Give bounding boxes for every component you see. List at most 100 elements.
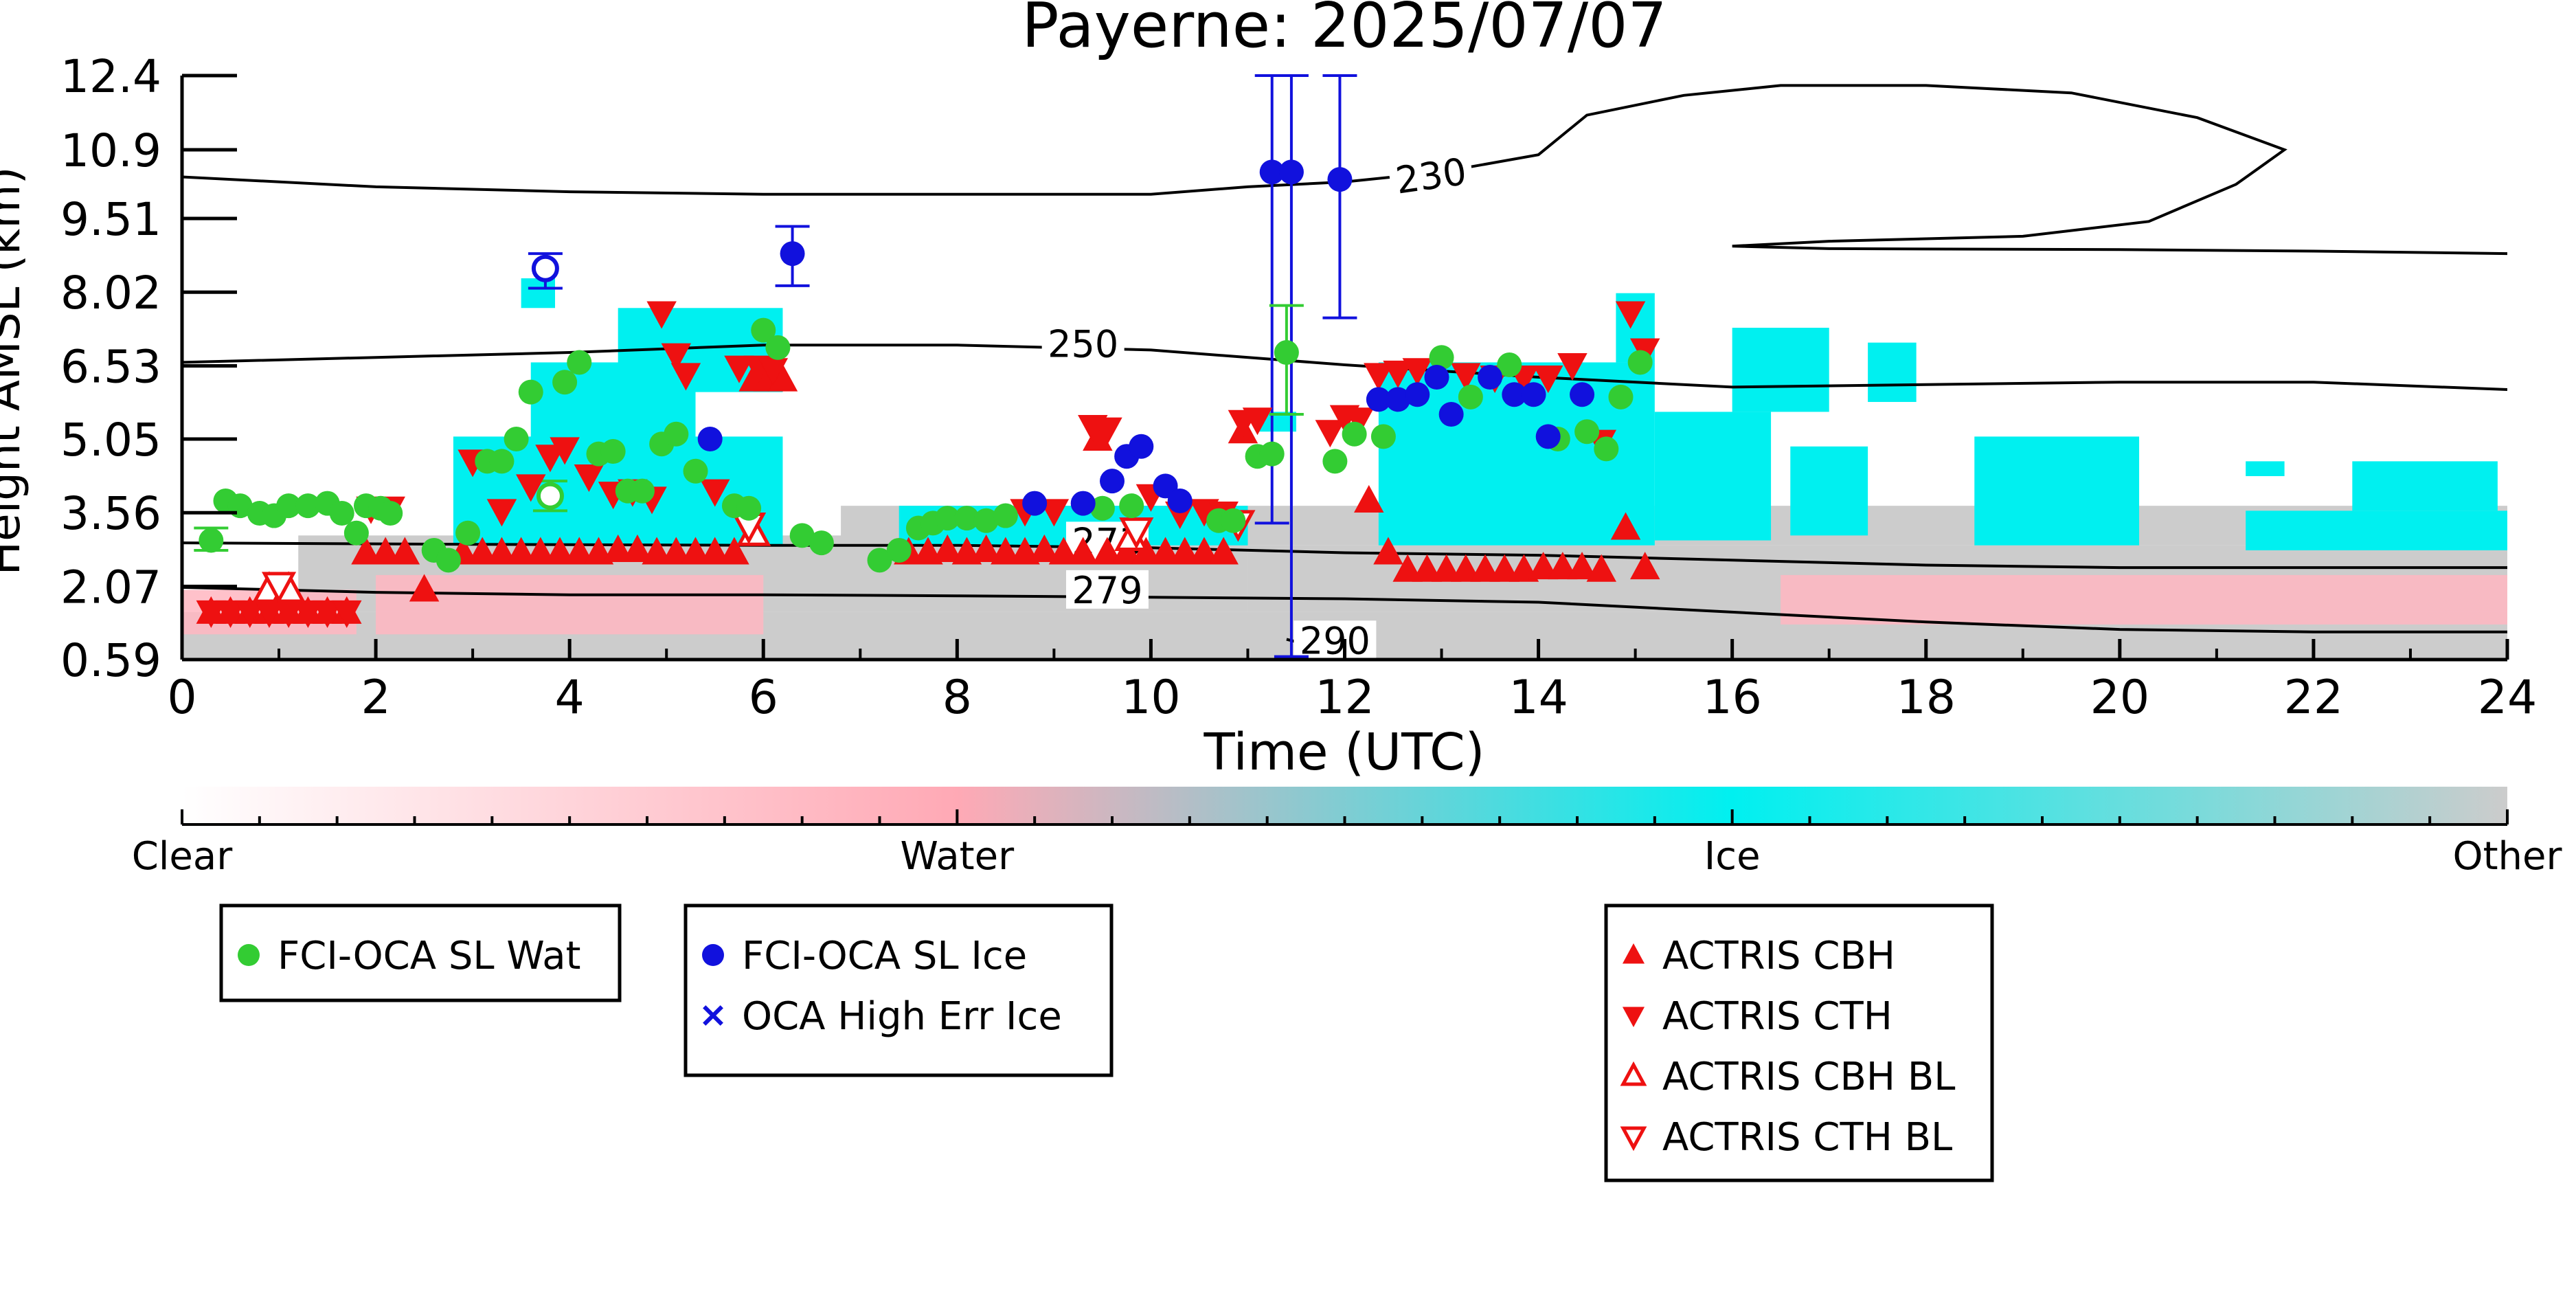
marker-fci-oca-sl-ice bbox=[1259, 159, 1285, 185]
legend-label-fci-oca-sl-ice: FCI-OCA SL Ice bbox=[742, 934, 1027, 978]
legend-marker-actris-cbh bbox=[1622, 943, 1645, 964]
marker-actris-cbh bbox=[642, 537, 672, 565]
marker-fci-oca-sl-wat bbox=[751, 317, 776, 343]
x-tick-label: 14 bbox=[1509, 671, 1568, 725]
marker-actris-cbh bbox=[622, 534, 653, 562]
marker-actris-cth bbox=[1615, 301, 1646, 329]
y-tick-label: 12.4 bbox=[60, 50, 161, 103]
marker-fci-oca-sl-ice bbox=[1405, 382, 1430, 407]
legend-marker-oca-high-err-ice bbox=[703, 1005, 723, 1026]
marker-fci-oca-sl-wat bbox=[629, 478, 655, 504]
marker-actris-cth bbox=[1092, 417, 1122, 445]
marker-actris-cbh bbox=[1354, 484, 1384, 513]
x-tick-label: 0 bbox=[167, 671, 196, 725]
marker-actris-cth bbox=[1557, 353, 1588, 381]
marker-fci-oca-sl-wat bbox=[1594, 436, 1619, 462]
marker-actris-cbh bbox=[602, 534, 633, 562]
marker-fci-oca-sl-wat bbox=[683, 458, 708, 484]
contour-label-bg bbox=[1387, 150, 1475, 200]
marker-actris-cbh bbox=[1567, 552, 1597, 580]
contour-label-bg bbox=[1293, 620, 1377, 660]
legends: FCI-OCA SL Wat FCI-OCA SL Ice OCA High Err… bbox=[219, 903, 1994, 1182]
marker-fci-oca-sl-wat bbox=[1119, 493, 1144, 519]
legend-frame bbox=[1604, 903, 1994, 1182]
marker-fci-oca-sl-wat bbox=[1322, 449, 1348, 474]
marker-actris-cth bbox=[661, 343, 692, 371]
legend-marker-actris-cth bbox=[1622, 1007, 1645, 1028]
marker-actris-cth bbox=[670, 363, 701, 391]
marker-actris-cth bbox=[293, 600, 324, 628]
marker-actris-cbh bbox=[1150, 537, 1181, 565]
marker-actris-cbh bbox=[1489, 554, 1519, 582]
marker-fci-oca-sl-wat bbox=[736, 495, 762, 521]
x-tick-label: 16 bbox=[1702, 671, 1762, 725]
marker-actris-cbh bbox=[1470, 554, 1500, 582]
legend-label-actris-cbh: ACTRIS CBH bbox=[1662, 934, 1895, 978]
marker-fci-oca-sl-wat bbox=[343, 520, 369, 546]
contour-label: 279 bbox=[1072, 569, 1142, 612]
marker-fci-oca-sl-wat bbox=[552, 370, 578, 395]
marker-fci-oca-sl-ice bbox=[1327, 167, 1353, 192]
cloud-type-colorbar: Clear Water Ice Other bbox=[132, 787, 2562, 879]
legend-label-actris-cth: ACTRIS CTH bbox=[1662, 994, 1893, 1039]
marker-fci-oca-sl-ice bbox=[1386, 387, 1411, 412]
marker-actris-cth-bl bbox=[261, 572, 297, 604]
marker-actris-cth bbox=[196, 600, 227, 628]
marker-fci-oca-sl-ice bbox=[1535, 424, 1561, 449]
x-tick-label: 10 bbox=[1121, 671, 1181, 725]
marker-actris-cth bbox=[646, 301, 677, 329]
marker-fci-oca-sl-wat bbox=[1370, 424, 1396, 449]
marker-actris-cbh bbox=[526, 537, 556, 565]
marker-actris-cbh bbox=[370, 537, 400, 565]
marker-fci-oca-sl-wat bbox=[504, 427, 529, 452]
marker-fci-oca-sl-wat bbox=[329, 500, 354, 526]
x-tick-label: 4 bbox=[555, 671, 585, 725]
marker-fci-oca-sl-ice bbox=[1022, 491, 1048, 516]
marker-actris-cth bbox=[1242, 407, 1273, 436]
marker-fci-oca-sl-wat bbox=[765, 335, 791, 360]
marker-actris-cbh bbox=[1029, 534, 1060, 562]
x-tick-label: 20 bbox=[2090, 671, 2150, 725]
marker-fci-oca-sl-wat bbox=[1274, 340, 1299, 366]
contour-line-250 bbox=[182, 344, 2507, 391]
y-tick-label: 6.53 bbox=[60, 340, 161, 393]
marker-actris-cbh bbox=[1189, 537, 1219, 565]
marker-fci-oca-sl-wat bbox=[789, 523, 815, 548]
x-tick-label: 22 bbox=[2284, 671, 2344, 725]
colorbar-label: Water bbox=[901, 834, 1015, 879]
marker-fci-oca-sl-ice bbox=[1424, 365, 1449, 390]
marker-fci-oca-sl-wat bbox=[1089, 495, 1115, 521]
marker-fci-oca-sl-wat bbox=[993, 503, 1018, 528]
data-markers bbox=[196, 159, 1660, 628]
colorbar-label: Ice bbox=[1704, 834, 1761, 879]
y-tick-label: 5.05 bbox=[60, 414, 161, 467]
colorbar-label: Other bbox=[2452, 834, 2562, 879]
y-axis-label: Height AMSL (km) bbox=[0, 167, 30, 576]
marker-fci-oca-sl-ice bbox=[1100, 469, 1125, 494]
marker-actris-cbh bbox=[506, 537, 536, 565]
marker-fci-oca-sl-wat bbox=[1497, 352, 1522, 378]
marker-fci-oca-sl-ice bbox=[1478, 365, 1503, 390]
x-tick-label: 6 bbox=[749, 671, 778, 725]
marker-fci-oca-sl-wat bbox=[886, 537, 912, 563]
marker-fci-oca-sl-wat bbox=[1458, 384, 1483, 409]
marker-actris-cbh bbox=[1548, 552, 1578, 580]
marker-actris-cbh bbox=[1170, 537, 1200, 565]
legend-box-2: FCI-OCA SL Ice OCA High Err Ice bbox=[683, 903, 1114, 1077]
contour-label-bg bbox=[1041, 324, 1125, 363]
cloud-region-water bbox=[1781, 574, 2507, 625]
marker-fci-oca-sl-ice bbox=[1070, 491, 1096, 516]
marker-actris-cbh bbox=[351, 537, 381, 565]
contour-label: 290 bbox=[1300, 619, 1370, 662]
legend-marker-fci-oca-sl-ice bbox=[702, 944, 724, 966]
marker-actris-cbh bbox=[719, 537, 749, 565]
marker-fci-oca-sl-wat bbox=[1342, 421, 1367, 447]
marker-fci-oca-sl-wat bbox=[436, 548, 461, 573]
contour-label: 230 bbox=[1393, 150, 1469, 203]
marker-actris-cbh bbox=[699, 537, 730, 565]
marker-actris-cth bbox=[486, 499, 517, 527]
marker-fci-oca-sl-wat bbox=[600, 438, 626, 464]
marker-actris-cth bbox=[516, 474, 546, 502]
cloud-region-water bbox=[376, 574, 764, 635]
